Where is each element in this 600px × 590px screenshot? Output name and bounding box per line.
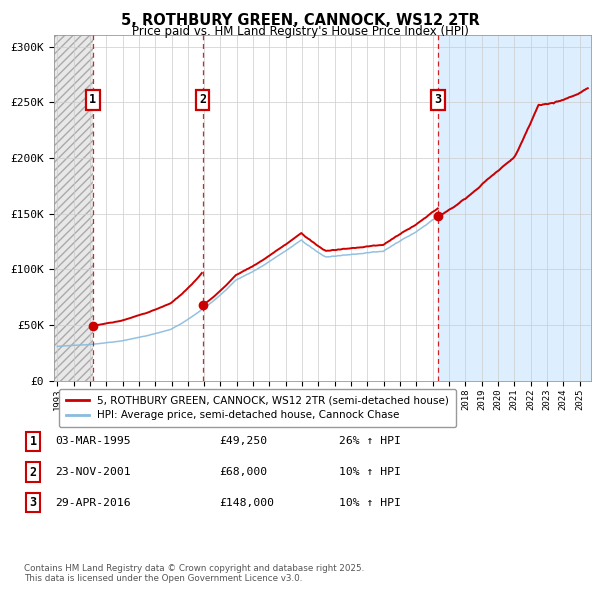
Text: 2: 2 [29, 466, 37, 478]
Legend: 5, ROTHBURY GREEN, CANNOCK, WS12 2TR (semi-detached house), HPI: Average price, : 5, ROTHBURY GREEN, CANNOCK, WS12 2TR (se… [59, 389, 456, 427]
Text: 23-NOV-2001: 23-NOV-2001 [55, 467, 131, 477]
Text: 03-MAR-1995: 03-MAR-1995 [55, 437, 131, 446]
Text: 1: 1 [89, 93, 96, 106]
Text: 1: 1 [29, 435, 37, 448]
Text: 26% ↑ HPI: 26% ↑ HPI [339, 437, 401, 446]
Text: £68,000: £68,000 [219, 467, 267, 477]
Text: £148,000: £148,000 [219, 498, 274, 507]
Bar [438, 35, 591, 381]
Text: 3: 3 [434, 93, 442, 106]
Text: 10% ↑ HPI: 10% ↑ HPI [339, 467, 401, 477]
Text: Contains HM Land Registry data © Crown copyright and database right 2025.
This d: Contains HM Land Registry data © Crown c… [24, 563, 364, 583]
Text: £49,250: £49,250 [219, 437, 267, 446]
Text: 29-APR-2016: 29-APR-2016 [55, 498, 131, 507]
Text: Price paid vs. HM Land Registry's House Price Index (HPI): Price paid vs. HM Land Registry's House … [131, 25, 469, 38]
Text: 3: 3 [29, 496, 37, 509]
Text: 2: 2 [199, 93, 206, 106]
Text: 5, ROTHBURY GREEN, CANNOCK, WS12 2TR: 5, ROTHBURY GREEN, CANNOCK, WS12 2TR [121, 13, 479, 28]
Bar [54, 35, 92, 381]
Text: 10% ↑ HPI: 10% ↑ HPI [339, 498, 401, 507]
